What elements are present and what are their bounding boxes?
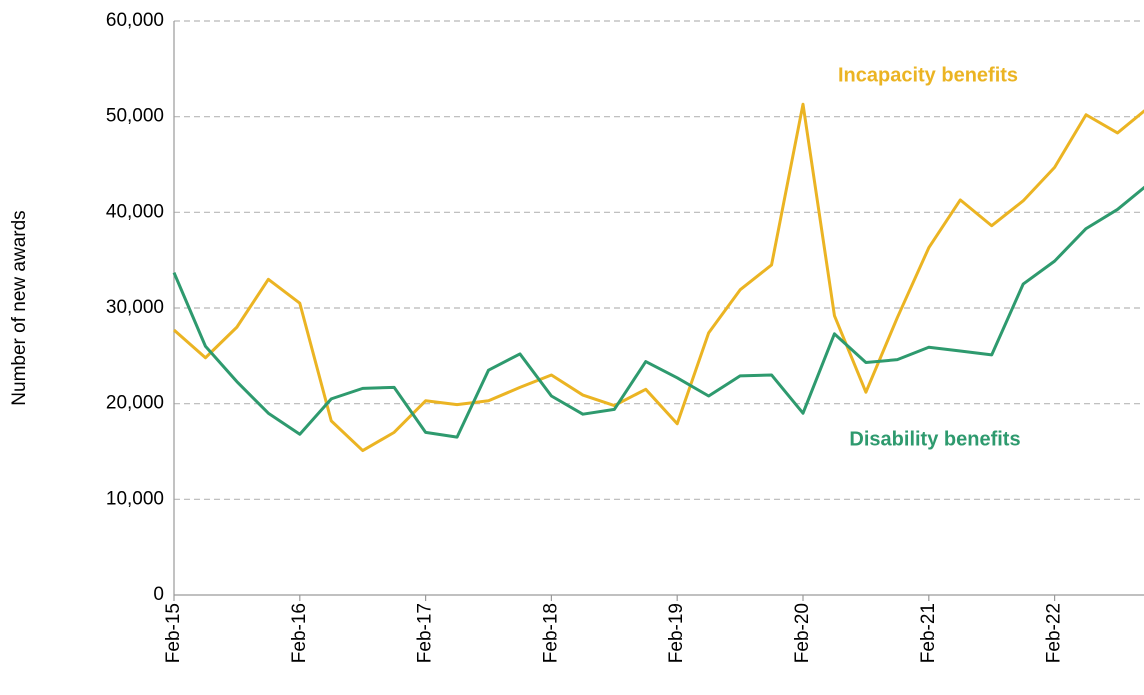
x-tick-label: Feb-20 [792, 603, 813, 663]
y-axis-label: Number of new awards [9, 210, 30, 405]
x-tick-label: Feb-16 [289, 603, 310, 663]
y-tick-label: 60,000 [106, 10, 164, 31]
series-line [172, 185, 1144, 439]
series-label: Disability benefits [849, 428, 1020, 450]
y-tick-label: 10,000 [106, 488, 164, 509]
y-tick-label: 20,000 [106, 393, 164, 414]
x-tick-label: Feb-17 [415, 603, 436, 663]
x-tick-label: Feb-19 [666, 603, 687, 663]
y-tick-label: 40,000 [106, 201, 164, 222]
y-tick-label: 30,000 [106, 297, 164, 318]
series-line [173, 102, 1144, 453]
x-tick-label: Feb-18 [540, 603, 561, 663]
x-tick-label: Feb-21 [918, 603, 939, 663]
y-tick-label: 0 [153, 584, 164, 605]
y-tick-label: 50,000 [106, 106, 164, 127]
x-tick-label: Feb-15 [163, 603, 184, 663]
x-tick-label: Feb-22 [1044, 603, 1065, 663]
series-label: Incapacity benefits [838, 64, 1018, 86]
